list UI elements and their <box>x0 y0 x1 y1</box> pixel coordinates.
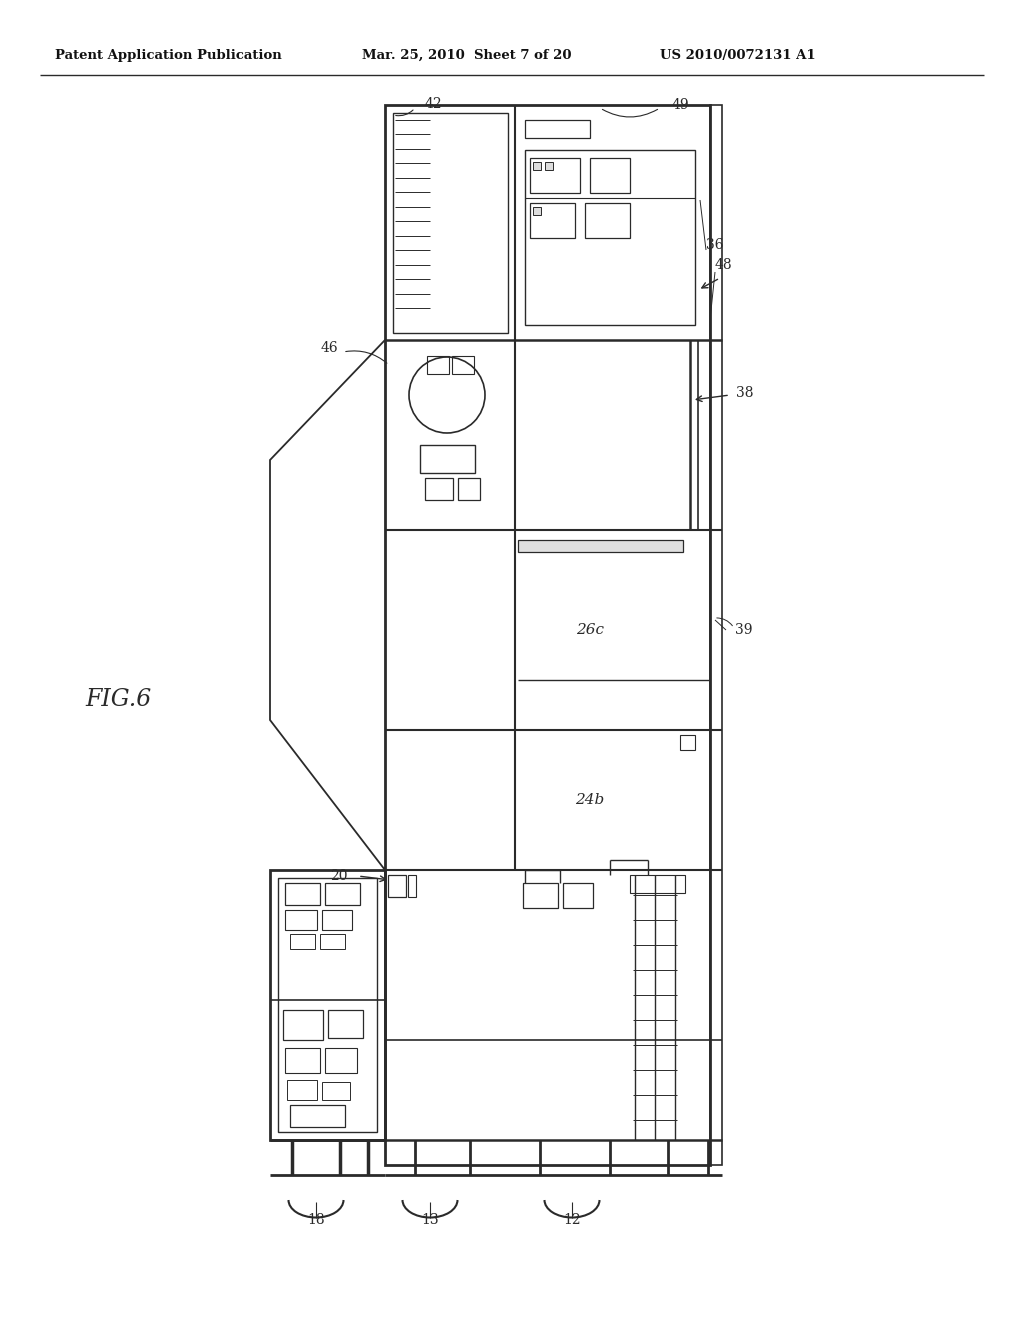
Bar <box>458 478 480 500</box>
Bar <box>630 875 685 894</box>
Bar <box>283 1010 323 1040</box>
Text: 39: 39 <box>735 623 753 638</box>
Text: 13: 13 <box>421 1213 439 1228</box>
Text: FIG.6: FIG.6 <box>85 689 152 711</box>
Circle shape <box>409 356 485 433</box>
Bar <box>680 735 695 750</box>
Text: 26c: 26c <box>575 623 604 638</box>
Text: 42: 42 <box>424 96 441 111</box>
Bar <box>518 540 683 552</box>
Bar <box>285 909 317 931</box>
Text: 48: 48 <box>715 257 732 272</box>
Bar <box>285 1048 319 1073</box>
Bar <box>270 870 385 1140</box>
Bar <box>710 106 722 1166</box>
Bar <box>287 1080 317 1100</box>
Bar <box>534 162 541 170</box>
Bar <box>322 1082 350 1100</box>
Text: 49: 49 <box>672 98 689 112</box>
Bar <box>285 883 319 906</box>
Text: 18: 18 <box>307 1213 325 1228</box>
Bar <box>427 356 449 374</box>
Text: 20: 20 <box>331 869 348 883</box>
Bar <box>278 878 377 1133</box>
Bar <box>420 445 475 473</box>
Bar <box>328 1010 362 1038</box>
Text: 36: 36 <box>706 238 724 252</box>
Text: 24b: 24b <box>575 793 604 807</box>
Bar <box>585 203 630 238</box>
Bar <box>545 162 553 170</box>
Bar <box>408 875 416 898</box>
Bar <box>530 203 575 238</box>
Bar <box>393 114 508 333</box>
Bar <box>325 1048 357 1073</box>
Bar <box>525 150 695 325</box>
Polygon shape <box>270 341 385 870</box>
Bar <box>523 883 558 908</box>
Bar <box>385 106 710 1166</box>
Bar <box>452 356 474 374</box>
Text: Patent Application Publication: Patent Application Publication <box>55 49 282 62</box>
Bar <box>534 207 541 215</box>
Bar <box>388 875 406 898</box>
Bar <box>530 158 580 193</box>
Text: 46: 46 <box>321 341 338 355</box>
Bar <box>290 1105 345 1127</box>
Text: Mar. 25, 2010  Sheet 7 of 20: Mar. 25, 2010 Sheet 7 of 20 <box>362 49 571 62</box>
Text: 38: 38 <box>736 385 754 400</box>
Bar <box>590 158 630 193</box>
Bar <box>425 478 453 500</box>
Bar <box>322 909 352 931</box>
Bar <box>290 935 315 949</box>
Bar <box>319 935 345 949</box>
Text: 12: 12 <box>563 1213 581 1228</box>
Text: US 2010/0072131 A1: US 2010/0072131 A1 <box>660 49 816 62</box>
Bar <box>325 883 360 906</box>
Bar <box>525 120 590 139</box>
Bar <box>563 883 593 908</box>
